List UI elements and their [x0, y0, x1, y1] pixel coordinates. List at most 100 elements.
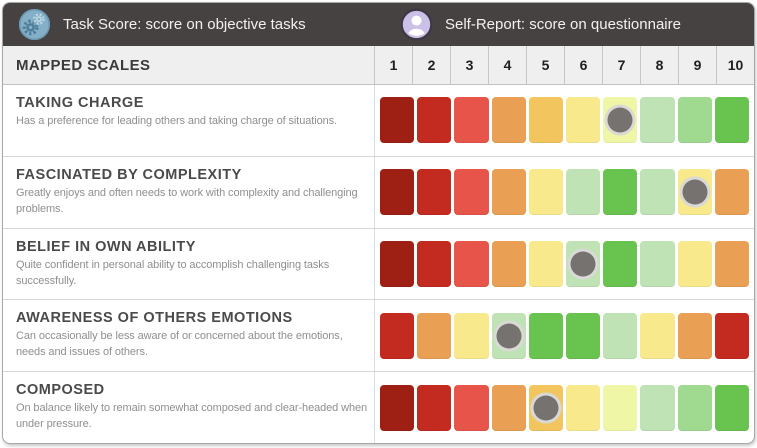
gears-icon [18, 8, 51, 41]
scale-description: On balance likely to remain somewhat com… [16, 402, 368, 431]
score-marker [567, 248, 599, 280]
scale-title: TAKING CHARGE [16, 95, 144, 111]
score-cell-6 [566, 169, 601, 216]
score-cell-9 [677, 169, 712, 216]
score-cell-1 [380, 240, 415, 287]
score-cell-1 [380, 384, 415, 431]
score-cell-3 [454, 97, 489, 144]
scale-description: Greatly enjoys and often needs to work w… [16, 186, 358, 215]
column-header-3: 3 [451, 46, 489, 84]
legend-self-report-label: Self-Report: score on questionnaire [445, 16, 681, 33]
column-headers: 1 2 3 4 5 6 7 8 9 10 [375, 46, 754, 84]
score-cell-1 [380, 169, 415, 216]
score-cell-4 [491, 312, 526, 359]
scale-label: BELIEF IN OWN ABILITY Quite confident in … [3, 228, 375, 300]
score-cell-5 [528, 169, 564, 216]
column-header-5: 5 [527, 46, 565, 84]
score-cell-2 [417, 169, 452, 216]
scale-row: COMPOSED On balance likely to remain some… [3, 372, 754, 443]
score-cell-10 [714, 240, 750, 287]
score-cell-3 [454, 312, 489, 359]
score-scale [375, 372, 754, 443]
score-scale [375, 300, 754, 371]
score-cell-9 [677, 312, 712, 359]
column-header-1: 1 [375, 46, 413, 84]
legend-self-report: Self-Report: score on questionnaire [400, 8, 681, 41]
score-cell-2 [417, 312, 452, 359]
score-cell-2 [417, 384, 452, 431]
score-cell-5 [528, 384, 564, 431]
score-cell-3 [454, 384, 489, 431]
score-cell-5 [528, 240, 564, 287]
scales-header: MAPPED SCALES 1 2 3 4 5 6 7 8 9 10 [3, 46, 754, 85]
column-header-10: 10 [727, 57, 744, 73]
legend-task-score-label: Task Score: score on objective tasks [63, 16, 306, 33]
score-cell-3 [454, 169, 489, 216]
score-cell-5 [528, 97, 564, 144]
scale-title: BELIEF IN OWN ABILITY [16, 238, 196, 255]
score-cell-7 [603, 97, 638, 144]
score-cell-10 [714, 312, 750, 359]
legend-task-score: Task Score: score on objective tasks [3, 8, 400, 41]
score-cell-4 [491, 169, 526, 216]
score-scale [375, 85, 754, 156]
score-cell-8 [640, 384, 675, 431]
score-cell-4 [491, 240, 526, 287]
score-cell-1 [380, 312, 415, 359]
scale-description: Has a preference for leading others and … [16, 115, 337, 127]
score-cell-8 [640, 97, 675, 144]
score-cell-1 [380, 97, 415, 144]
score-scale [375, 229, 754, 300]
score-marker [493, 320, 525, 352]
column-header-4: 4 [489, 46, 527, 84]
score-cell-3 [454, 240, 489, 287]
scale-title: AWARENESS OF OTHERS EMOTIONS [16, 310, 293, 327]
scale-rows: TAKING CHARGE Has a preference for leadin… [3, 85, 754, 443]
score-cell-6 [566, 384, 601, 431]
scale-description: Can occasionally be less aware of or con… [16, 330, 343, 359]
score-marker [679, 176, 711, 208]
scale-label: AWARENESS OF OTHERS EMOTIONS Can occasion… [3, 300, 375, 372]
score-cell-5 [528, 312, 564, 359]
score-cell-9 [677, 384, 712, 431]
score-cell-4 [491, 97, 526, 144]
scale-row: AWARENESS OF OTHERS EMOTIONS Can occasion… [3, 300, 754, 373]
score-marker [530, 392, 562, 424]
score-cell-10 [714, 169, 750, 216]
column-header-6: 6 [565, 46, 603, 84]
column-header-2: 2 [413, 46, 451, 84]
score-cell-6 [566, 97, 601, 144]
score-marker [604, 104, 636, 136]
legend-bar: Task Score: score on objective tasks Sel… [3, 3, 754, 46]
scale-description: Quite confident in personal ability to a… [16, 258, 330, 287]
score-cell-4 [491, 384, 526, 431]
score-cell-2 [417, 97, 452, 144]
score-cell-10 [714, 384, 750, 431]
column-header-9: 9 [679, 46, 717, 84]
column-header-8: 8 [641, 46, 679, 84]
score-cell-6 [566, 312, 601, 359]
scale-label: COMPOSED On balance likely to remain some… [3, 372, 375, 443]
scale-label: FASCINATED BY COMPLEXITY Greatly enjoys a… [3, 156, 375, 228]
score-cell-8 [640, 240, 675, 287]
scale-label: TAKING CHARGE Has a preference for leadin… [3, 85, 375, 156]
mapped-scales-title: MAPPED SCALES [3, 46, 375, 84]
score-scale [375, 157, 754, 228]
score-cell-7 [603, 312, 638, 359]
score-cell-9 [677, 240, 712, 287]
scale-row: BELIEF IN OWN ABILITY Quite confident in … [3, 228, 754, 301]
score-cell-6 [566, 240, 601, 287]
person-icon [400, 8, 433, 41]
column-header-7: 7 [603, 46, 641, 84]
scale-title: COMPOSED [16, 382, 105, 399]
scale-row: FASCINATED BY COMPLEXITY Greatly enjoys a… [3, 156, 754, 229]
score-cell-7 [603, 240, 638, 287]
scale-row: TAKING CHARGE Has a preference for leadin… [3, 85, 754, 157]
score-cell-10 [714, 97, 750, 144]
score-cell-7 [603, 169, 638, 216]
score-cell-7 [603, 384, 638, 431]
score-cell-2 [417, 240, 452, 287]
scale-title: FASCINATED BY COMPLEXITY [16, 166, 242, 183]
score-cell-8 [640, 169, 675, 216]
